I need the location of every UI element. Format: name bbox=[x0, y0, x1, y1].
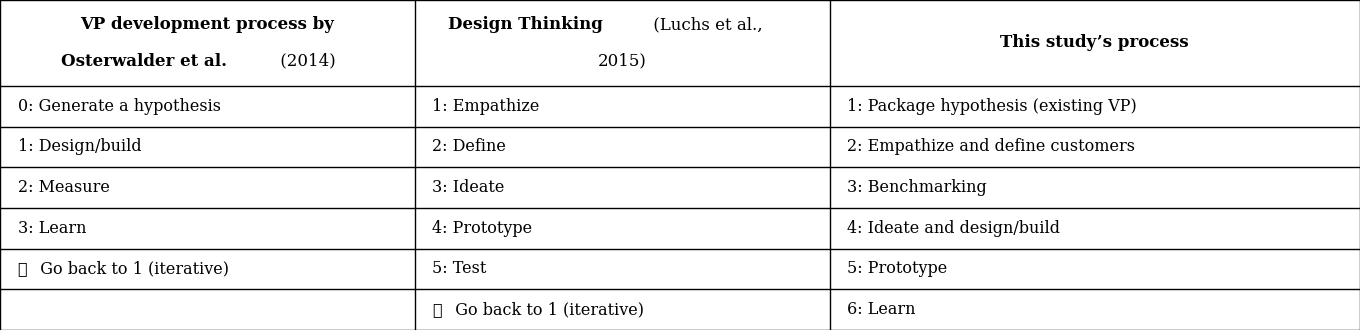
Text: 3: Learn: 3: Learn bbox=[18, 220, 86, 237]
Text: Go back to 1 (iterative): Go back to 1 (iterative) bbox=[445, 301, 643, 318]
Text: 1: Design/build: 1: Design/build bbox=[18, 138, 141, 155]
Text: 4: Prototype: 4: Prototype bbox=[432, 220, 533, 237]
Text: Design Thinking: Design Thinking bbox=[449, 16, 604, 33]
Text: Osterwalder et al.: Osterwalder et al. bbox=[61, 52, 227, 70]
Text: (2014): (2014) bbox=[275, 52, 336, 70]
Text: 0: Generate a hypothesis: 0: Generate a hypothesis bbox=[18, 98, 220, 115]
Text: 5: Prototype: 5: Prototype bbox=[847, 260, 948, 278]
Text: VP development process by: VP development process by bbox=[80, 16, 335, 33]
Text: 2015): 2015) bbox=[598, 52, 646, 70]
Text: 5: Test: 5: Test bbox=[432, 260, 487, 278]
Text: 2: Define: 2: Define bbox=[432, 138, 506, 155]
Text: 1: Package hypothesis (existing VP): 1: Package hypothesis (existing VP) bbox=[847, 98, 1137, 115]
Text: 4: Ideate and design/build: 4: Ideate and design/build bbox=[847, 220, 1061, 237]
Text: (Luchs et al.,: (Luchs et al., bbox=[649, 16, 763, 33]
Text: 1: Empathize: 1: Empathize bbox=[432, 98, 540, 115]
Text: ➔: ➔ bbox=[432, 301, 442, 318]
Text: 2: Empathize and define customers: 2: Empathize and define customers bbox=[847, 138, 1136, 155]
Text: 3: Ideate: 3: Ideate bbox=[432, 179, 505, 196]
Text: 6: Learn: 6: Learn bbox=[847, 301, 915, 318]
Text: 3: Benchmarking: 3: Benchmarking bbox=[847, 179, 987, 196]
Text: This study’s process: This study’s process bbox=[1001, 34, 1189, 51]
Text: 2: Measure: 2: Measure bbox=[18, 179, 110, 196]
Text: ➔: ➔ bbox=[18, 260, 27, 278]
Text: Go back to 1 (iterative): Go back to 1 (iterative) bbox=[30, 260, 228, 278]
